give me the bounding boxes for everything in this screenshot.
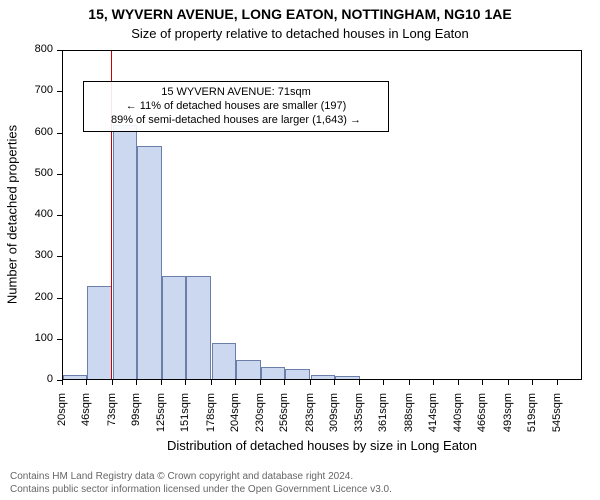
histogram-bar: [87, 286, 111, 379]
y-tick-label: 600: [0, 126, 53, 138]
x-tick-label: 20sqm: [56, 393, 68, 453]
x-tick: [433, 380, 434, 385]
y-tick: [57, 256, 62, 257]
histogram-bar: [335, 376, 359, 379]
x-tick: [112, 380, 113, 385]
x-tick: [136, 380, 137, 385]
y-tick-label: 200: [0, 291, 53, 303]
x-tick-label: 440sqm: [452, 393, 464, 453]
y-tick-label: 700: [0, 84, 53, 96]
x-tick: [508, 380, 509, 385]
histogram-bar: [63, 375, 87, 379]
y-tick: [57, 91, 62, 92]
x-tick: [532, 380, 533, 385]
x-tick: [161, 380, 162, 385]
chart-title-address: 15, WYVERN AVENUE, LONG EATON, NOTTINGHA…: [0, 6, 600, 22]
y-tick: [57, 174, 62, 175]
plot-area: 15 WYVERN AVENUE: 71sqm ← 11% of detache…: [62, 50, 582, 380]
x-tick: [383, 380, 384, 385]
x-tick-label: 46sqm: [80, 393, 92, 453]
x-tick: [211, 380, 212, 385]
y-tick: [57, 133, 62, 134]
x-tick-label: 466sqm: [476, 393, 488, 453]
annotation-line3: 89% of semi-detached houses are larger (…: [88, 114, 384, 128]
chart-subtitle: Size of property relative to detached ho…: [0, 26, 600, 41]
y-tick-label: 300: [0, 249, 53, 261]
histogram-bar: [261, 367, 285, 379]
y-tick-label: 500: [0, 167, 53, 179]
x-tick-label: 178sqm: [205, 393, 217, 453]
x-tick-label: 361sqm: [377, 393, 389, 453]
x-tick-label: 230sqm: [254, 393, 266, 453]
x-tick-label: 151sqm: [179, 393, 191, 453]
histogram-bar: [113, 125, 137, 379]
y-tick-label: 0: [0, 373, 53, 385]
x-tick: [458, 380, 459, 385]
x-tick: [86, 380, 87, 385]
histogram-bar: [285, 369, 309, 379]
x-tick-label: 309sqm: [328, 393, 340, 453]
histogram-bar: [212, 343, 236, 379]
x-tick-label: 73sqm: [106, 393, 118, 453]
x-tick: [310, 380, 311, 385]
histogram-bar: [236, 360, 260, 379]
histogram-bar: [311, 375, 335, 379]
x-tick: [235, 380, 236, 385]
x-tick-label: 99sqm: [130, 393, 142, 453]
x-tick-label: 493sqm: [502, 393, 514, 453]
annotation-line1: 15 WYVERN AVENUE: 71sqm: [88, 86, 384, 100]
footer-line1: Contains HM Land Registry data © Crown c…: [10, 471, 392, 484]
x-tick-label: 204sqm: [229, 393, 241, 453]
x-tick-label: 388sqm: [403, 393, 415, 453]
x-tick: [557, 380, 558, 385]
x-tick: [185, 380, 186, 385]
footer-line2: Contains public sector information licen…: [10, 484, 392, 497]
y-tick-label: 800: [0, 43, 53, 55]
x-tick: [62, 380, 63, 385]
y-tick: [57, 298, 62, 299]
x-tick-label: 125sqm: [155, 393, 167, 453]
x-tick-label: 283sqm: [304, 393, 316, 453]
y-tick: [57, 50, 62, 51]
x-tick: [482, 380, 483, 385]
y-tick: [57, 339, 62, 340]
y-tick-label: 100: [0, 332, 53, 344]
x-tick: [260, 380, 261, 385]
annotation-line2: ← 11% of detached houses are smaller (19…: [88, 100, 384, 114]
y-tick-label: 400: [0, 208, 53, 220]
histogram-bar: [186, 276, 210, 379]
x-tick-label: 256sqm: [278, 393, 290, 453]
x-tick-label: 519sqm: [526, 393, 538, 453]
x-tick-label: 414sqm: [427, 393, 439, 453]
histogram-bar: [137, 146, 161, 379]
x-tick-label: 335sqm: [353, 393, 365, 453]
x-tick: [334, 380, 335, 385]
footer-attribution: Contains HM Land Registry data © Crown c…: [10, 471, 392, 496]
x-tick: [359, 380, 360, 385]
x-tick: [409, 380, 410, 385]
x-tick-label: 545sqm: [551, 393, 563, 453]
chart-stage: 15, WYVERN AVENUE, LONG EATON, NOTTINGHA…: [0, 0, 600, 500]
histogram-bar: [162, 276, 186, 379]
y-tick: [57, 215, 62, 216]
x-tick: [284, 380, 285, 385]
annotation-box: 15 WYVERN AVENUE: 71sqm ← 11% of detache…: [83, 81, 389, 132]
